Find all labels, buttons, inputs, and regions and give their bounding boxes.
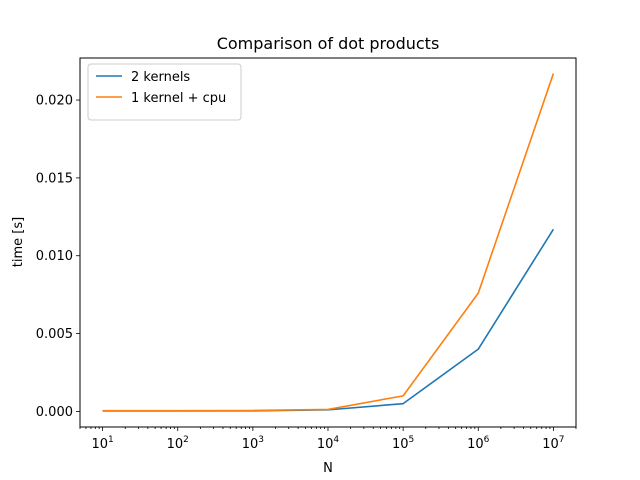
x-tick-label: 106 [467,435,490,452]
y-axis: 0.000 0.005 0.010 0.015 0.020 [36,94,80,420]
x-tick-label: 107 [542,435,564,452]
y-tick-label: 0.005 [36,327,73,342]
chart-title: Comparison of dot products [217,34,440,53]
y-tick-label: 0.010 [36,249,73,264]
x-tick-label: 104 [317,435,340,452]
legend-box [87,63,242,121]
plot-area [102,73,555,412]
series-line-2 [102,73,555,412]
x-tick-label: 101 [91,435,113,452]
x-tick-label: 102 [167,435,189,452]
y-tick-label: 0.015 [36,171,73,186]
series-line-1 [102,228,555,412]
y-axis-label: time [s] [11,217,26,267]
legend: 2 kernels 1 kernel + cpu [87,63,242,121]
x-tick-label: 103 [242,435,264,452]
y-tick-label: 0.000 [36,405,73,420]
legend-label-1: 2 kernels [131,70,190,85]
y-tick-label: 0.020 [36,94,73,109]
x-tick-label: 105 [392,435,414,452]
x-axis: 101 102 103 104 105 106 107 [79,427,577,452]
x-axis-label: N [323,461,333,476]
legend-label-2: 1 kernel + cpu [131,91,226,106]
